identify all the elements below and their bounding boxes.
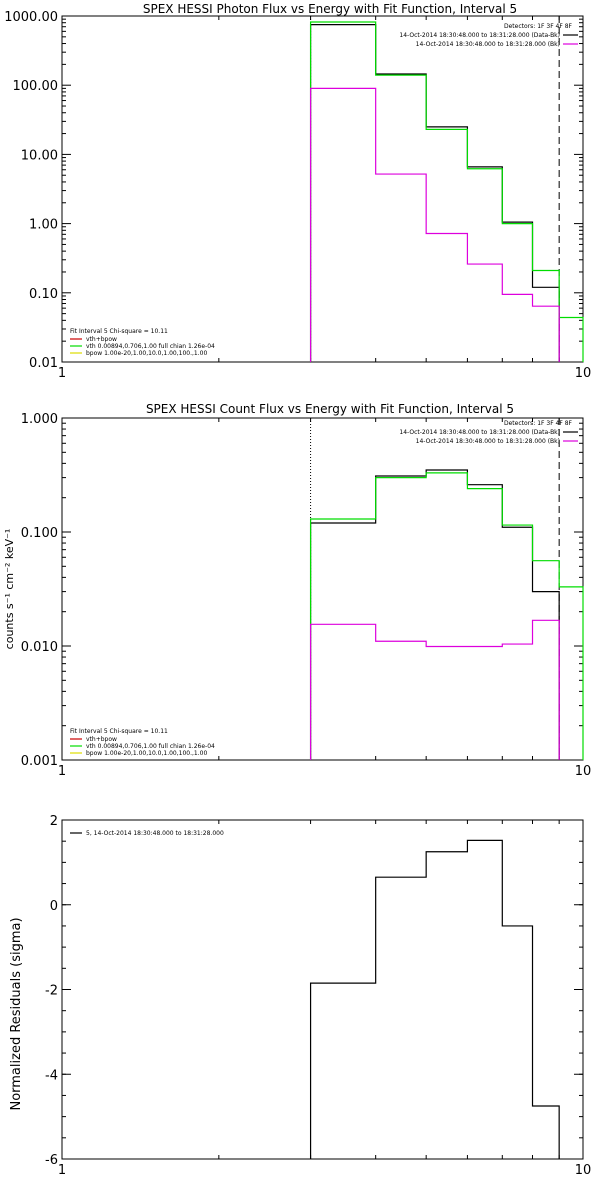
- count-ytick-label: 1.000: [21, 412, 58, 427]
- photon-flux-panel: SPEX HESSI Photon Flux vs Energy with Fi…: [4, 2, 591, 381]
- photon-legend-bk: 14-Oct-2014 18:30:48.000 to 18:31:28.000…: [416, 41, 560, 48]
- count-legend-fit-interval: Fit Interval 5 Chi-square = 10.11: [70, 728, 168, 735]
- photon-flux-plot-frame: [61, 15, 584, 363]
- residuals-ytick-label: 0: [50, 899, 58, 914]
- count-flux-plot-frame: [61, 417, 584, 761]
- count-flux-panel: SPEX HESSI Count Flux vs Energy with Fit…: [3, 402, 591, 779]
- residuals-panel: Normalized Residuals (sigma) 1 10 -6 -4 -2 0 2…: [9, 814, 591, 1178]
- photon-ytick-label: 1000.00: [4, 10, 58, 25]
- photon-series-data-minus-bkg: [309, 24, 560, 362]
- photon-flux-title: SPEX HESSI Photon Flux vs Energy with Fi…: [143, 2, 517, 16]
- count-flux-title: SPEX HESSI Count Flux vs Energy with Fit…: [146, 402, 514, 416]
- photon-series-background: [309, 87, 560, 362]
- residuals-ytick-label: -4: [45, 1068, 58, 1083]
- photon-series-model: [309, 21, 584, 362]
- photon-legend-data-minus-bk: 14-Oct-2014 18:30:48.000 to 18:31:28.000…: [399, 32, 560, 39]
- photon-xtick-label: 1: [58, 366, 66, 381]
- residuals-plot-frame: [61, 819, 584, 1160]
- residuals-legend-label: 5, 14-Oct-2014 18:30:48.000 to 18:31:28.…: [86, 830, 224, 837]
- photon-ytick-label: 1.00: [29, 218, 58, 233]
- photon-ytick-label: 0.10: [29, 287, 58, 302]
- count-ytick-label: 0.001: [21, 754, 58, 769]
- count-legend-bpow: bpow 1.00e-20,1.00,10.0,1.00,100.,1.00: [86, 750, 207, 757]
- photon-legend-vthbpow: vth+bpow: [86, 336, 117, 343]
- count-ytick-label: 0.100: [21, 526, 58, 541]
- photon-legend-fit-interval: Fit Interval 5 Chi-square = 10.11: [70, 328, 168, 335]
- count-legend-data-minus-bk: 14-Oct-2014 18:30:48.000 to 18:31:28.000…: [399, 429, 560, 436]
- count-series-data-minus-bkg: [309, 469, 560, 760]
- photon-ytick-label: 100.00: [13, 79, 59, 94]
- count-ytick-label: 0.010: [21, 640, 58, 655]
- residuals-xtick-label: 10: [575, 1163, 592, 1178]
- count-series-model: [309, 472, 584, 760]
- residuals-ytick-label: -2: [45, 984, 58, 999]
- residuals-series-residuals: [309, 839, 560, 1159]
- photon-legend-detectors: Detectors: 1F 3F 4F 8F: [504, 23, 573, 30]
- photon-xtick-label: 10: [575, 366, 592, 381]
- photon-legend-vth: vth 0.00894,0.706,1.00 full chian 1.26e-…: [86, 343, 215, 350]
- count-xtick-label: 1: [58, 764, 66, 779]
- photon-ytick-label: 0.01: [29, 356, 58, 371]
- count-legend-vthbpow: vth+bpow: [86, 736, 117, 743]
- count-flux-ylabel: counts s⁻¹ cm⁻² keV⁻¹: [3, 529, 16, 650]
- count-legend-vth: vth 0.00894,0.706,1.00 full chian 1.26e-…: [86, 743, 215, 750]
- count-legend-bk: 14-Oct-2014 18:30:48.000 to 18:31:28.000…: [416, 438, 560, 445]
- residuals-ytick-label: -6: [45, 1153, 58, 1168]
- photon-ytick-label: 10.00: [21, 148, 58, 163]
- count-legend-detectors: Detectors: 1F 3F 4F 8F: [504, 420, 573, 427]
- residuals-ylabel: Normalized Residuals (sigma): [9, 917, 24, 1110]
- count-series-background: [309, 619, 560, 760]
- photon-legend-bpow: bpow 1.00e-20,1.00,10.0,1.00,100.,1.00: [86, 350, 207, 357]
- residuals-ytick-label: 2: [50, 814, 58, 829]
- count-xtick-label: 10: [575, 764, 592, 779]
- residuals-xtick-label: 1: [58, 1163, 66, 1178]
